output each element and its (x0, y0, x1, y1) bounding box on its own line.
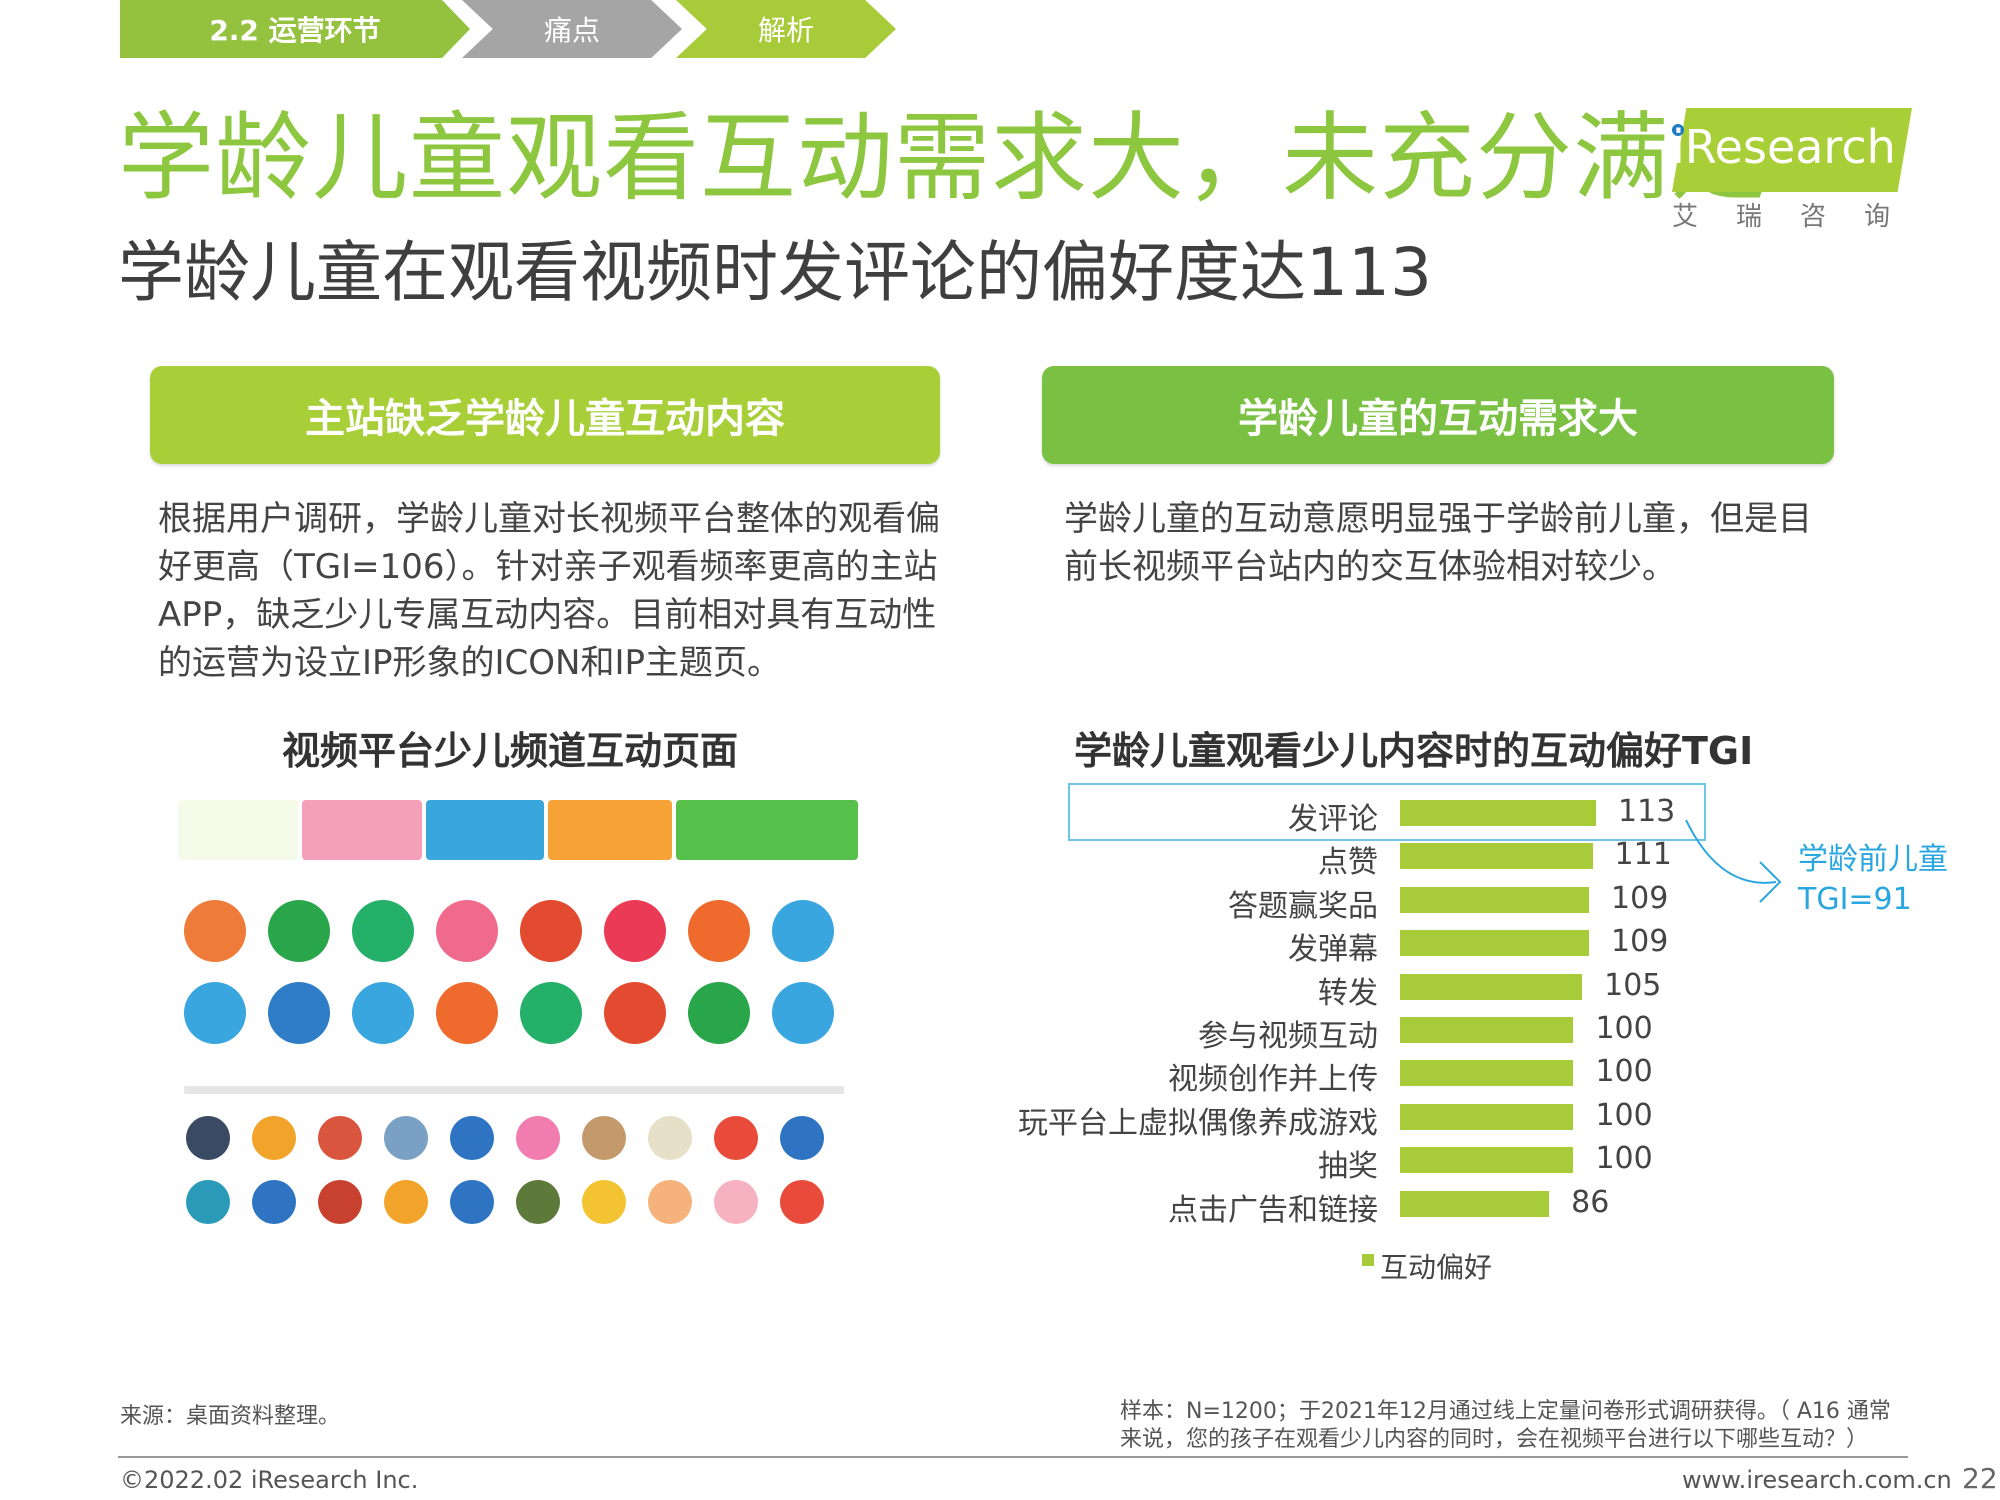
left-section-header-label: 主站缺乏学龄儿童互动内容 (305, 396, 785, 442)
screenshot-promo-banner (676, 800, 858, 860)
bar (1400, 1017, 1574, 1043)
bar (1400, 973, 1583, 1000)
bar-value-label: 109 (1611, 880, 1669, 916)
bar-category-label: 点赞 (1318, 845, 1378, 881)
bar-category-label: 转发 (1318, 975, 1378, 1011)
bar (1400, 1190, 1550, 1217)
bar-value-label: 100 (1595, 1011, 1653, 1046)
bar-value-label: 100 (1595, 1097, 1653, 1133)
breadcrumb-step-pain-points[interactable]: 痛点 (462, 0, 682, 58)
bar-category-label: 参与视频互动 (1198, 1019, 1378, 1054)
screenshot-category-strip (184, 1086, 844, 1094)
bar-category-label: 发弹幕 (1288, 932, 1378, 968)
footer-note: 样本：N=1200；于2021年12月通过线上定量问卷形式调研获得。（ A16 … (1120, 1399, 1891, 1452)
screenshot-region-filter (426, 800, 544, 860)
bar-category-label: 视频创作并上传 (1168, 1062, 1378, 1098)
left-section-header: 主站缺乏学龄儿童互动内容 (150, 366, 940, 464)
bar-value-label: 113 (1618, 794, 1676, 829)
footer-divider (118, 1456, 1908, 1458)
footer-copyright: ©2022.02 iResearch Inc. (120, 1466, 419, 1494)
screenshot-logo-banner (178, 800, 298, 860)
bar (1400, 1103, 1574, 1130)
bar-value-label: 109 (1611, 924, 1669, 960)
chart-annotation-line1: 学龄前儿童 (1798, 842, 1948, 877)
page-title: 学龄儿童观看互动需求大，未充分满足 (118, 102, 1767, 214)
bar-value-label: 100 (1595, 1141, 1653, 1177)
callout-arrow-icon (1685, 819, 1782, 903)
breadcrumb-section[interactable]: 2.2 运营环节 (120, 0, 470, 58)
bar-category-label: 发评论 (1288, 802, 1378, 837)
logo-background (1672, 108, 1912, 192)
bar (1400, 1060, 1574, 1087)
legend-label: 互动偏好 (1380, 1251, 1493, 1284)
screenshot-age-filter (302, 800, 422, 860)
chart-title: 学龄儿童观看少儿内容时的互动偏好TGI (1074, 729, 1754, 773)
logo-cn-text: 艾瑞咨询 (1672, 202, 1929, 232)
right-section-header: 学龄儿童的互动需求大 (1042, 366, 1834, 464)
bar-value-label: 100 (1595, 1054, 1653, 1090)
chart-annotation-line2: TGI=91 (1798, 882, 1912, 917)
screenshot-type-filter (548, 800, 672, 860)
footer-url[interactable]: www.iresearch.com.cn (1682, 1466, 1952, 1494)
bar (1400, 930, 1590, 957)
breadcrumb-step2-label: 痛点 (543, 14, 600, 47)
bar-value-label: 111 (1614, 837, 1672, 873)
bar (1400, 843, 1593, 870)
bar-category-label: 答题赢奖品 (1228, 888, 1378, 924)
page-number: 22 (1962, 1462, 1998, 1495)
bar-category-label: 点击广告和链接 (1168, 1192, 1378, 1228)
panel-title: 视频平台少儿频道互动页面 (282, 729, 739, 773)
bar-category-label: 抽奖 (1318, 1149, 1378, 1185)
kids-channel-screenshot (178, 790, 858, 1250)
bar (1400, 1147, 1574, 1174)
left-section-body: 根据用户调研，学龄儿童对长视频平台整体的观看偏好更高（TGI=106）。针对亲子… (158, 499, 940, 683)
right-section-body: 学龄儿童的互动意愿明显强于学龄前儿童，但是目前长视频平台站内的交互体验相对较少。 (1064, 499, 1812, 587)
chart-highlight-box (1068, 783, 1706, 841)
footer-source: 来源：桌面资料整理。 (120, 1404, 341, 1429)
legend-swatch (1362, 1254, 1374, 1266)
breadcrumb-section-label: 2.2 运营环节 (209, 14, 381, 47)
breadcrumb-step-analysis[interactable]: 解析 (676, 0, 896, 58)
page-subtitle: 学龄儿童在观看视频时发评论的偏好度达113 (118, 234, 1432, 311)
chart-annotation: 学龄前儿童 TGI=91 (1798, 840, 1948, 920)
bar (1400, 800, 1596, 826)
bar-value-label: 105 (1604, 967, 1662, 1003)
bar-category-label: 玩平台上虚拟偶像养成游戏 (1018, 1105, 1378, 1141)
bar-value-label: 86 (1571, 1184, 1610, 1220)
breadcrumb-step3-label: 解析 (757, 14, 814, 47)
right-section-header-label: 学龄儿童的互动需求大 (1238, 396, 1638, 442)
logo-text: iResearch (1672, 120, 1896, 174)
logo-dot-icon (1672, 124, 1684, 136)
bar (1400, 886, 1590, 913)
